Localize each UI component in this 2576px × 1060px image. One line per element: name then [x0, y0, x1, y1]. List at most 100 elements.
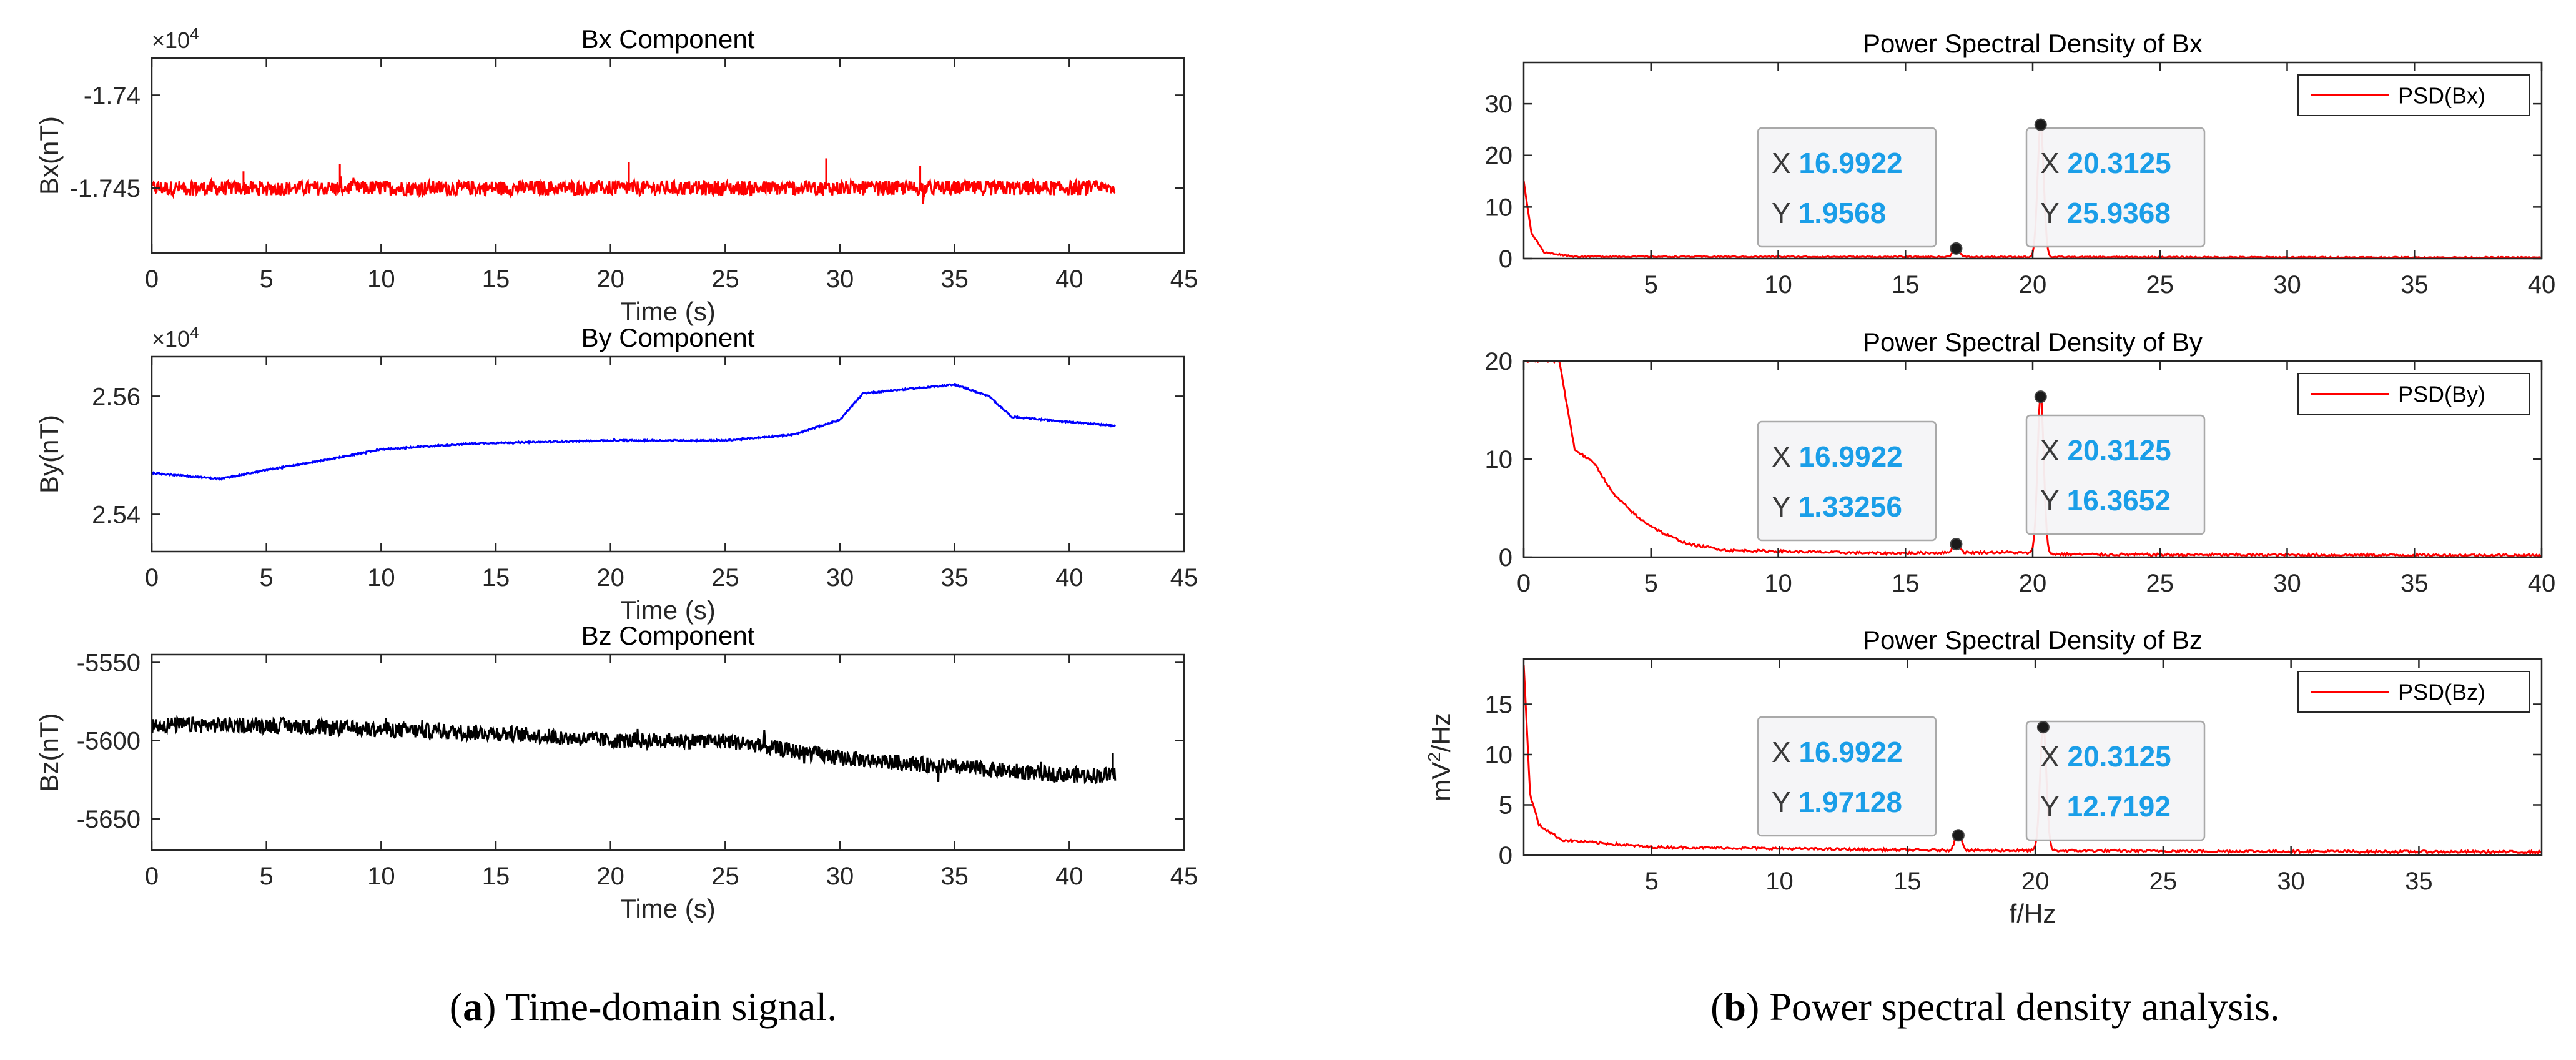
chart5-datatip-1-y: Y 12.7192 [2040, 790, 2171, 823]
chart4-datatip-0-x-label: X [1772, 440, 1799, 473]
caption-a-label: a [463, 984, 483, 1029]
chart4-xtick-label-25: 25 [2146, 570, 2174, 597]
chart5-ytick-label-1: 5 [1499, 791, 1513, 819]
chart4-xtick-label-35: 35 [2401, 570, 2429, 597]
caption-b: (b) Power spectral density analysis. [1710, 984, 2280, 1029]
chart3-datatip-0-box [1757, 127, 1937, 248]
chart3-xtick-label-5: 5 [1644, 271, 1658, 299]
chart1-axes-frame [151, 355, 1185, 553]
chart4-datatip-0-marker [1950, 538, 1963, 551]
caption-b-close: ) [1746, 984, 1759, 1029]
chart3-datatip-0-x: X 16.9922 [1772, 147, 1903, 179]
chart4-ytick-label-2: 20 [1485, 348, 1513, 375]
chart3: 5 10 15 20 25 30 35 40 0 10 20 30 Power Spectral Den… [1485, 29, 2556, 299]
chart0-xtick-label-20: 20 [596, 265, 624, 293]
chart5-xlabel: f/Hz [2010, 899, 2056, 928]
chart5-xtick-label-15: 15 [1893, 868, 1922, 895]
chart1-axis-exponent-power: 4 [190, 323, 199, 342]
chart3-xtick-label-30: 30 [2273, 271, 2301, 299]
caption-b-text: Power spectral density analysis. [1759, 984, 2280, 1029]
chart4-datatip-1-y-label: Y [2040, 484, 2067, 517]
chart5-ylabel-base: mV [1426, 762, 1456, 801]
chart4-datatip-1-x-value: 20.3125 [2067, 434, 2171, 467]
chart4-xtick-label-30: 30 [2273, 570, 2301, 597]
caption-a-text: Time-domain signal. [496, 984, 837, 1029]
chart3-ytick-label-1: 10 [1485, 194, 1513, 221]
chart5-ylabel: mV2/Hz [1424, 713, 1456, 801]
chart4-datatip-0[interactable]: X 16.9922 Y 1.33256 [1757, 420, 1963, 551]
chart5-datatip-1[interactable]: X 20.3125 Y 12.7192 [2025, 720, 2206, 841]
chart3-datatip-1-x-label: X [2040, 147, 2067, 179]
caption-b-label: b [1724, 984, 1746, 1029]
chart2-xtick-label-35: 35 [940, 863, 969, 890]
chart5-ytick-label-3: 15 [1485, 691, 1513, 718]
chart1-ytick-label-1: 2.56 [92, 383, 141, 410]
chart4-datatip-0-y: Y 1.33256 [1772, 490, 1902, 523]
chart4-datatip-1-y-value: 16.3652 [2067, 484, 2171, 517]
chart4-series-line [1524, 361, 2542, 557]
chart0-xtick-label-15: 15 [482, 265, 510, 293]
chart5-datatip-1-y-value: 12.7192 [2067, 790, 2171, 823]
chart5-ylabel-tail: /Hz [1426, 713, 1456, 752]
chart1-xtick-label-30: 30 [826, 564, 854, 592]
chart2-series-line [152, 715, 1117, 785]
chart5-legend-label: PSD(Bz) [2398, 680, 2485, 705]
chart4-xtick-label-15: 15 [1892, 570, 1920, 597]
chart1-plot-area [152, 357, 1184, 552]
chart3-legend-label: PSD(Bx) [2398, 83, 2485, 109]
chart0-series-line [152, 176, 1116, 204]
chart5-xtick-label-10: 10 [1765, 868, 1794, 895]
chart2-plot-area [152, 655, 1184, 850]
chart3-legend: PSD(Bx) [2297, 74, 2530, 116]
chart5-datatip-0-y-value: 1.97128 [1799, 786, 1902, 818]
chart3-xtick-label-15: 15 [1892, 271, 1920, 299]
chart4-datatip-0-y-value: 1.33256 [1799, 490, 1902, 523]
chart0-title: Bx Component [581, 24, 755, 54]
chart3-xtick-label-10: 10 [1764, 271, 1792, 299]
chart5-datatip-1-x-label: X [2040, 740, 2067, 773]
chart2-axes-frame [151, 653, 1185, 851]
chart5-xtick-label-5: 5 [1645, 868, 1659, 895]
chart2-ytick-label-0: -5650 [77, 806, 141, 833]
chart0-xtick-label-5: 5 [260, 265, 274, 293]
chart3-datatip-0-x-value: 16.9922 [1799, 147, 1902, 179]
chart0-xtick-label-45: 45 [1170, 265, 1198, 293]
chart0-axis-exponent-base: ×10 [152, 27, 190, 53]
caption-a-close: ) [483, 984, 496, 1029]
chart4-xtick-label-0: 0 [1517, 570, 1531, 597]
chart0-ytick-label-0: -1.745 [70, 175, 141, 202]
chart3-datatip-1-x: X 20.3125 [2040, 147, 2171, 179]
chart3-datatip-1-x-value: 20.3125 [2067, 147, 2171, 179]
chart4-datatip-0-x: X 16.9922 [1772, 440, 1903, 473]
chart0-xtick-label-25: 25 [711, 265, 739, 293]
chart5-datatip-1-x: X 20.3125 [2040, 740, 2171, 773]
chart4-xtick-label-20: 20 [2019, 570, 2047, 597]
chart4-datatip-0-y-label: Y [1772, 490, 1799, 523]
chart2-xtick-label-15: 15 [482, 863, 510, 890]
chart4-xtick-label-40: 40 [2528, 570, 2556, 597]
chart3-datatip-0-y-label: Y [1772, 197, 1799, 229]
chart0-ylabel: Bx(nT) [34, 116, 64, 195]
chart1-xlabel: Time (s) [620, 595, 715, 625]
chart1-xtick-label-0: 0 [145, 564, 159, 592]
chart5-datatip-0-marker [1952, 829, 1965, 842]
chart5-datatip-0-x: X 16.9922 [1772, 736, 1903, 768]
chart2-xtick-label-40: 40 [1055, 863, 1083, 890]
chart5-ytick-label-2: 10 [1485, 741, 1513, 769]
chart3-xtick-label-35: 35 [2401, 271, 2429, 299]
chart5-datatip-0-box [1757, 716, 1937, 837]
chart3-datatip-1-y-value: 25.9368 [2067, 197, 2171, 229]
chart1-axis-exponent: ×104 [152, 323, 199, 352]
chart2-xtick-label-45: 45 [1170, 863, 1198, 890]
chart1-title: By Component [581, 323, 755, 352]
caption-a-open: ( [450, 984, 463, 1029]
chart5-datatip-1-y-label: Y [2040, 790, 2067, 823]
chart1-xtick-label-25: 25 [711, 564, 739, 592]
chart2-xtick-label-30: 30 [826, 863, 854, 890]
